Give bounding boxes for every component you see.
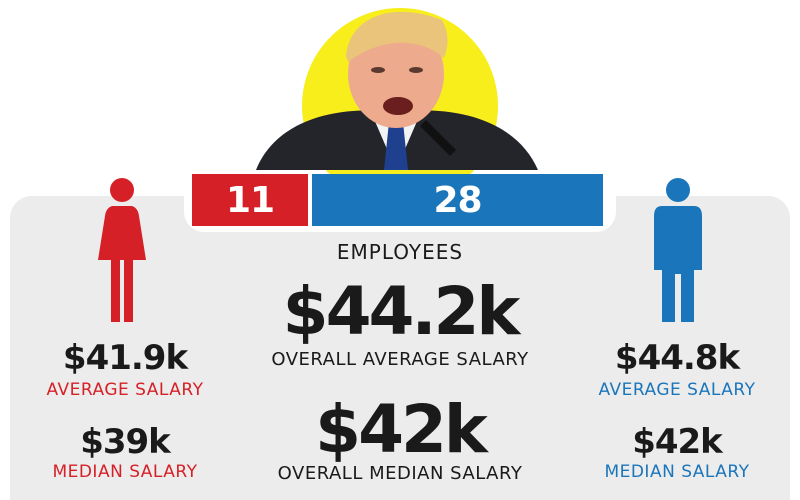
female-figure-icon xyxy=(98,178,146,322)
male-count: 28 xyxy=(433,179,482,221)
male-count-bar: 28 xyxy=(312,174,603,226)
overall-median-label: OVERALL MEDIAN SALARY xyxy=(277,463,523,484)
female-count-bar: 11 xyxy=(192,174,308,226)
employees-label: EMPLOYEES xyxy=(336,240,464,264)
male-average-label: AVERAGE SALARY xyxy=(598,380,756,400)
female-count: 11 xyxy=(225,179,275,221)
male-figure-icon xyxy=(654,178,702,322)
female-median-label: MEDIAN SALARY xyxy=(52,462,198,482)
overall-average-label: OVERALL AVERAGE SALARY xyxy=(271,349,529,370)
male-average-value: $44.8k xyxy=(614,338,740,378)
male-median-label: MEDIAN SALARY xyxy=(604,462,750,482)
overall-median-value: $42k xyxy=(315,391,488,468)
female-median-value: $39k xyxy=(80,422,171,462)
female-average-value: $41.9k xyxy=(62,338,188,378)
person-portrait xyxy=(256,11,538,170)
female-average-label: AVERAGE SALARY xyxy=(46,380,204,400)
overall-average-value: $44.2k xyxy=(282,273,521,350)
male-median-value: $42k xyxy=(632,422,723,462)
